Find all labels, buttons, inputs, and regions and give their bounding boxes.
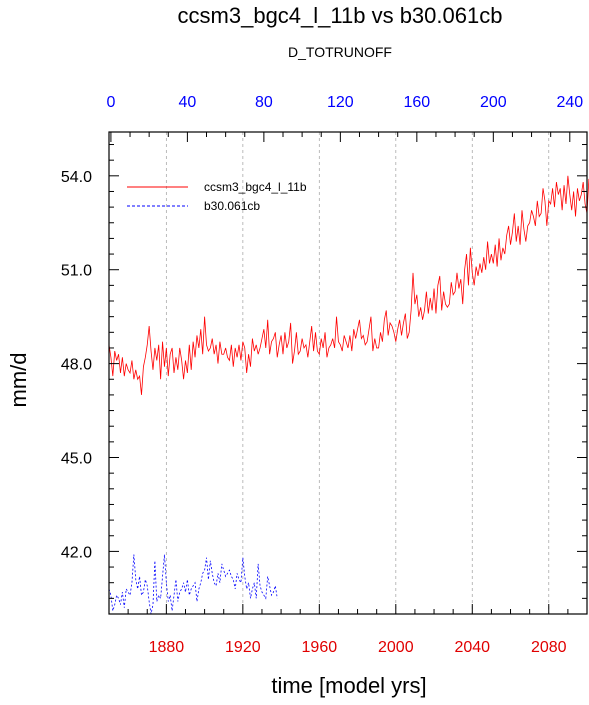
series-line-2 xyxy=(108,554,278,615)
bottom-tick-label: 2000 xyxy=(378,639,414,656)
top-tick-label: 240 xyxy=(556,94,583,111)
axes: 1880 1920 1960 2000 2040 2080 0 40 80 120 160 200 24… xyxy=(61,94,588,656)
bottom-tick-label: 2080 xyxy=(531,639,567,656)
y-tick-label: 51.0 xyxy=(61,263,92,280)
legend-label-2: b30.061cb xyxy=(204,199,260,213)
bottom-tick-label: 1960 xyxy=(302,639,338,656)
y-axis-label: mm/d xyxy=(6,353,31,408)
bottom-tick-label: 1880 xyxy=(149,639,185,656)
plot-frame xyxy=(108,131,588,615)
legend-label-1: ccsm3_bgc4_l_11b xyxy=(204,180,307,194)
legend: ccsm3_bgc4_l_11b b30.061cb xyxy=(127,180,307,213)
bottom-tick-label: 2040 xyxy=(454,639,490,656)
y-tick-label: 48.0 xyxy=(61,357,92,374)
chart-title: ccsm3_bgc4_l_11b vs b30.061cb xyxy=(178,3,503,28)
y-tick-label: 54.0 xyxy=(61,169,92,186)
series-layer xyxy=(108,175,589,615)
y-tick-label: 45.0 xyxy=(61,451,92,468)
grid-lines xyxy=(165,132,550,614)
bottom-tick-label: 1920 xyxy=(225,639,261,656)
top-tick-label: 200 xyxy=(480,94,507,111)
top-tick-label: 120 xyxy=(327,94,354,111)
top-tick-label: 160 xyxy=(403,94,430,111)
top-tick-label: 40 xyxy=(178,94,196,111)
top-tick-label: 80 xyxy=(255,94,273,111)
y-tick-label: 42.0 xyxy=(61,544,92,561)
chart-subtitle: D_TOTRUNOFF xyxy=(288,44,392,60)
top-tick-label: 0 xyxy=(106,94,115,111)
x-axis-label: time [model yrs] xyxy=(271,673,426,698)
series-line-1 xyxy=(108,175,589,395)
